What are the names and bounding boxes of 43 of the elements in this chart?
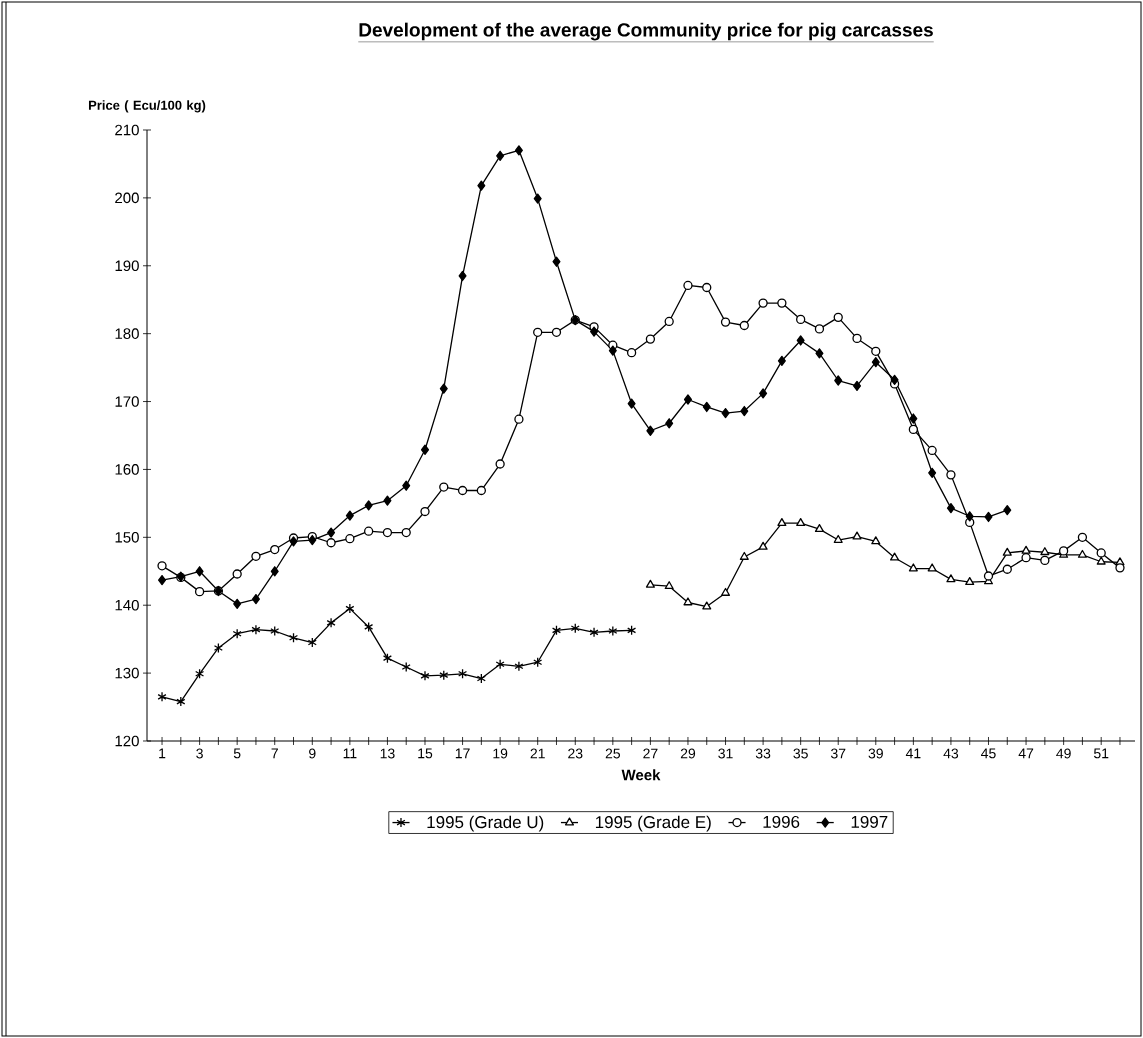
x-tick-label: 17 [455,748,470,759]
x-tick-label: 23 [568,748,583,759]
x-tick-label: 27 [643,748,658,759]
x-axis-title: Week [621,769,661,781]
x-tick-label: 15 [418,748,433,759]
x-tick-label: 43 [943,748,959,759]
x-tick-label: 19 [493,748,508,759]
y-tick-label: 150 [115,532,139,543]
y-tick-label: 180 [115,328,139,339]
x-tick-label: 7 [271,748,278,759]
y-tick-label: 200 [115,192,139,204]
legend-label: 1995 (Grade E) [595,815,711,832]
y-tick-label: 130 [115,667,139,679]
y-tick-label: 170 [115,396,139,407]
x-tick-label: 35 [793,748,808,759]
legend-label: 1995 (Grade U) [427,815,544,832]
x-tick-label: 29 [680,748,696,759]
y-tick-label: 160 [115,464,139,475]
x-tick-label: 13 [380,748,395,759]
legend-label: 1996 [763,815,800,828]
x-tick-label: 3 [196,748,203,759]
x-tick-label: 31 [718,748,733,759]
legend-label: 1997 [851,815,888,828]
y-tick-label: 190 [115,260,139,272]
x-tick-label: 45 [981,748,996,759]
x-tick-label: 25 [605,748,621,759]
x-tick-label: 11 [343,748,357,759]
y-axis-title: Price ( Ecu/100 kg) [88,100,206,113]
x-tick-label: 51 [1093,748,1109,759]
x-tick-label: 21 [530,748,545,759]
x-tick-label: 37 [830,748,846,759]
x-tick-label: 49 [1056,748,1071,759]
chart-title: Development of the average Community price for pig carcasses [359,22,933,41]
y-tick-label: 120 [115,735,139,747]
y-tick-label: 140 [115,599,139,611]
x-tick-label: 47 [1018,748,1034,759]
x-tick-label: 33 [755,748,771,759]
x-tick-label: 5 [233,748,241,759]
x-tick-label: 41 [905,748,921,759]
y-tick-label: 210 [115,124,139,136]
x-tick-label: 9 [309,748,316,759]
x-tick-label: 1 [159,748,166,759]
x-tick-label: 39 [868,748,883,759]
